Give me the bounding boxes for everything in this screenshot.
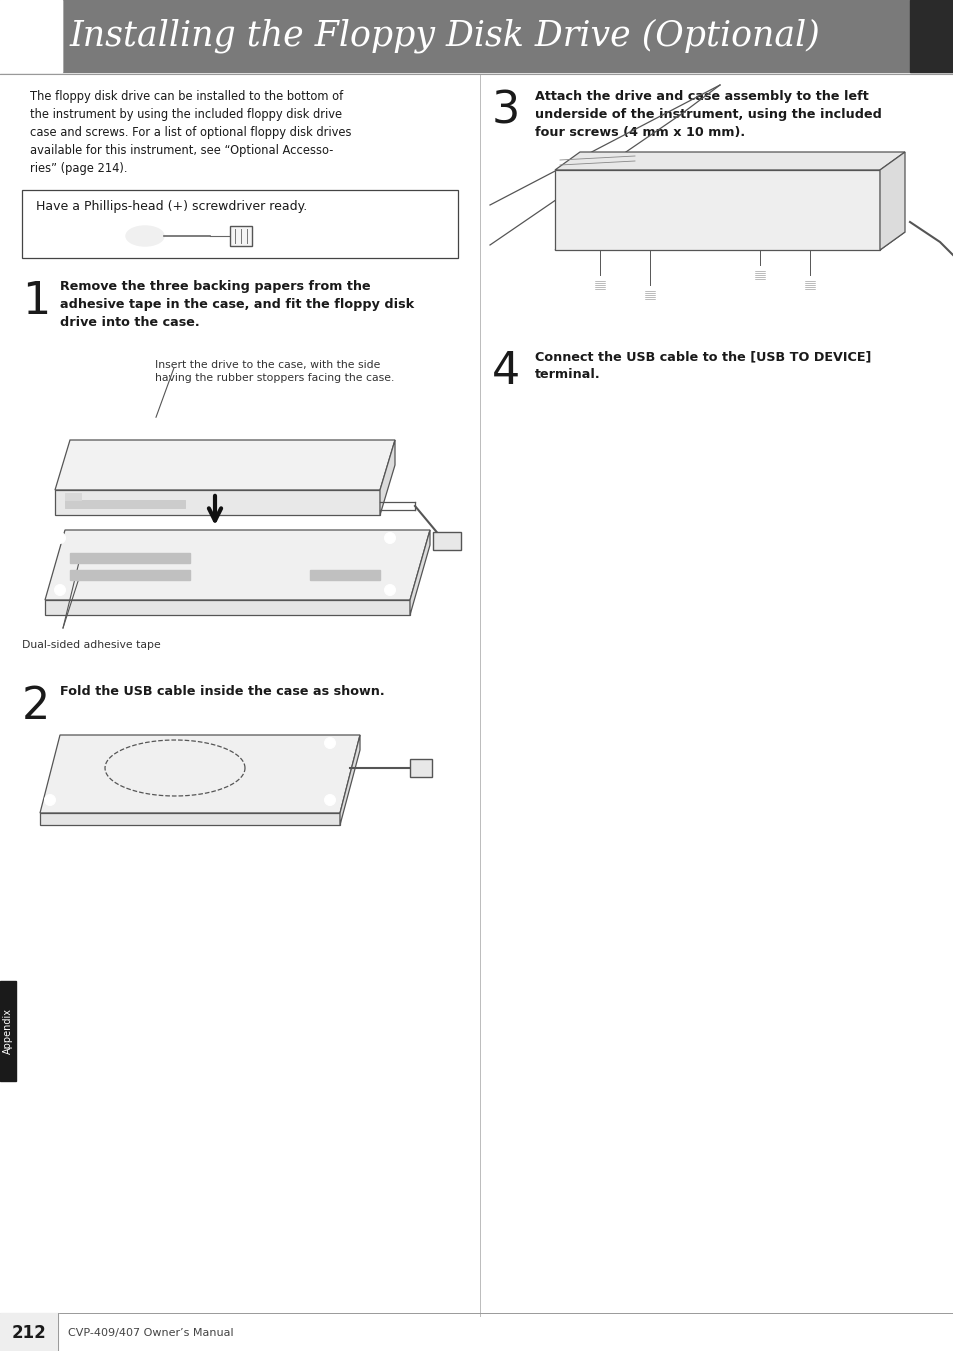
Text: 4: 4 <box>492 350 519 393</box>
Polygon shape <box>879 153 904 250</box>
Polygon shape <box>555 232 904 250</box>
Circle shape <box>324 794 335 805</box>
Circle shape <box>384 532 395 543</box>
FancyBboxPatch shape <box>410 759 432 777</box>
Polygon shape <box>555 170 879 250</box>
Polygon shape <box>55 490 379 515</box>
Text: 212: 212 <box>11 1324 47 1342</box>
Text: Have a Phillips-head (+) screwdriver ready.: Have a Phillips-head (+) screwdriver rea… <box>36 200 307 213</box>
Polygon shape <box>410 530 430 615</box>
Polygon shape <box>339 735 359 825</box>
Text: Fold the USB cable inside the case as shown.: Fold the USB cable inside the case as sh… <box>60 685 384 698</box>
Polygon shape <box>379 440 395 515</box>
Bar <box>0 0 953 72</box>
Circle shape <box>54 585 66 596</box>
Circle shape <box>643 289 656 301</box>
Circle shape <box>324 738 335 748</box>
Polygon shape <box>555 153 904 170</box>
FancyBboxPatch shape <box>22 190 457 258</box>
Circle shape <box>594 280 605 290</box>
Circle shape <box>753 269 765 281</box>
Polygon shape <box>40 813 339 825</box>
Ellipse shape <box>126 226 164 246</box>
Bar <box>65 493 81 500</box>
Circle shape <box>45 794 55 805</box>
Bar <box>0 981 16 1081</box>
Text: Installing the Floppy Disk Drive (Optional): Installing the Floppy Disk Drive (Option… <box>70 19 820 53</box>
Bar <box>909 0 953 72</box>
Text: 3: 3 <box>492 91 519 132</box>
Text: Connect the USB cable to the [USB TO DEVICE]
terminal.: Connect the USB cable to the [USB TO DEV… <box>535 350 870 381</box>
Text: Attach the drive and case assembly to the left
underside of the instrument, usin: Attach the drive and case assembly to th… <box>535 91 881 139</box>
Polygon shape <box>40 735 359 813</box>
Bar <box>70 570 190 580</box>
Bar <box>70 553 190 563</box>
Polygon shape <box>55 440 395 490</box>
Bar <box>0 0 62 72</box>
Polygon shape <box>45 530 430 600</box>
Text: Dual-sided adhesive tape: Dual-sided adhesive tape <box>22 640 161 650</box>
Bar <box>310 570 379 580</box>
Text: Appendix: Appendix <box>3 1008 13 1054</box>
Circle shape <box>54 532 66 543</box>
Circle shape <box>384 585 395 596</box>
Text: CVP-409/407 Owner’s Manual: CVP-409/407 Owner’s Manual <box>68 1328 233 1337</box>
FancyBboxPatch shape <box>433 532 460 550</box>
Bar <box>0 0 62 72</box>
Polygon shape <box>45 600 410 615</box>
Text: 1: 1 <box>22 280 51 323</box>
Text: Insert the drive to the case, with the side
having the rubber stoppers facing th: Insert the drive to the case, with the s… <box>154 359 394 384</box>
Text: Remove the three backing papers from the
adhesive tape in the case, and fit the : Remove the three backing papers from the… <box>60 280 414 330</box>
Bar <box>0 1313 58 1351</box>
Circle shape <box>45 738 55 748</box>
FancyBboxPatch shape <box>230 226 252 246</box>
Bar <box>65 500 185 508</box>
Text: The floppy disk drive can be installed to the bottom of
the instrument by using : The floppy disk drive can be installed t… <box>30 91 351 176</box>
Circle shape <box>803 280 815 290</box>
Text: 2: 2 <box>22 685 51 728</box>
